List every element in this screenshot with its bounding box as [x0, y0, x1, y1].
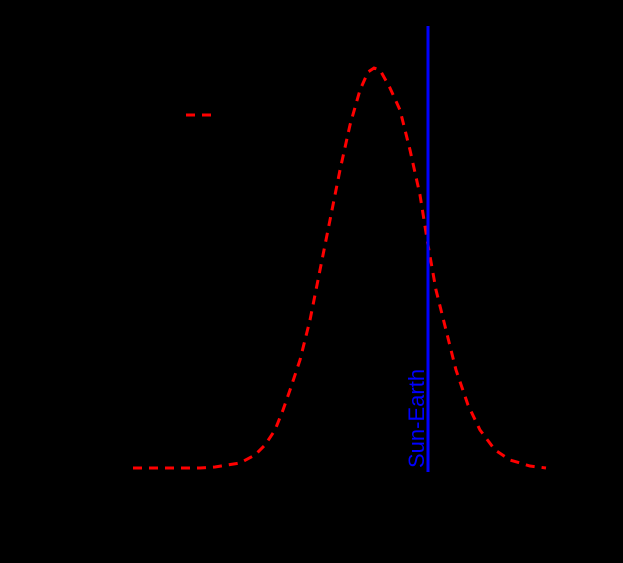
- distribution-curve: [133, 66, 547, 470]
- sun-earth-label: Sun-Earth: [404, 369, 429, 468]
